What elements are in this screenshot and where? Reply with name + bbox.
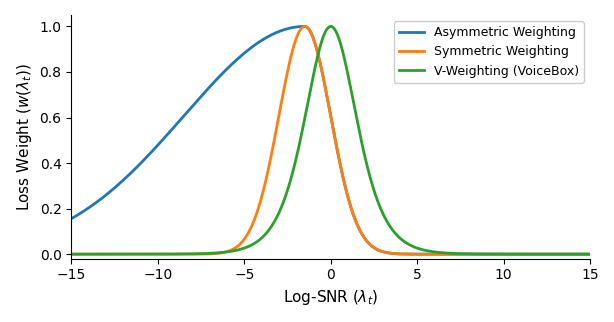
V-Weighting (VoiceBox) <box>405 242 413 246</box>
V-Weighting (VoiceBox) <box>494 252 502 256</box>
Symmetric Weighting <box>586 252 594 256</box>
Legend: Asymmetric Weighting, Symmetric Weighting, V-Weighting (VoiceBox): Asymmetric Weighting, Symmetric Weightin… <box>394 21 584 83</box>
Asymmetric Weighting <box>405 252 413 256</box>
Symmetric Weighting <box>301 24 308 28</box>
X-axis label: Log-SNR ($\lambda_t$): Log-SNR ($\lambda_t$) <box>283 288 378 307</box>
Symmetric Weighting <box>266 162 273 166</box>
Asymmetric Weighting <box>68 217 75 221</box>
Symmetric Weighting <box>494 252 502 256</box>
V-Weighting (VoiceBox) <box>455 252 462 256</box>
V-Weighting (VoiceBox) <box>586 252 594 256</box>
Symmetric Weighting <box>455 252 462 256</box>
V-Weighting (VoiceBox) <box>266 227 273 231</box>
Asymmetric Weighting <box>586 252 594 256</box>
V-Weighting (VoiceBox) <box>68 252 75 256</box>
V-Weighting (VoiceBox) <box>379 211 386 215</box>
Y-axis label: Loss Weight ($w(\lambda_t)$): Loss Weight ($w(\lambda_t)$) <box>15 63 34 211</box>
Symmetric Weighting <box>379 250 386 253</box>
V-Weighting (VoiceBox) <box>327 24 335 28</box>
Asymmetric Weighting <box>494 252 502 256</box>
Asymmetric Weighting <box>379 250 386 253</box>
Line: Asymmetric Weighting: Asymmetric Weighting <box>71 26 590 254</box>
V-Weighting (VoiceBox) <box>162 252 169 256</box>
Asymmetric Weighting <box>266 34 273 38</box>
Symmetric Weighting <box>68 252 75 256</box>
Symmetric Weighting <box>405 252 413 256</box>
Asymmetric Weighting <box>455 252 462 256</box>
Asymmetric Weighting <box>301 24 308 28</box>
Asymmetric Weighting <box>162 135 169 138</box>
Line: Symmetric Weighting: Symmetric Weighting <box>71 26 590 254</box>
Symmetric Weighting <box>162 252 169 256</box>
Line: V-Weighting (VoiceBox): V-Weighting (VoiceBox) <box>71 26 590 254</box>
